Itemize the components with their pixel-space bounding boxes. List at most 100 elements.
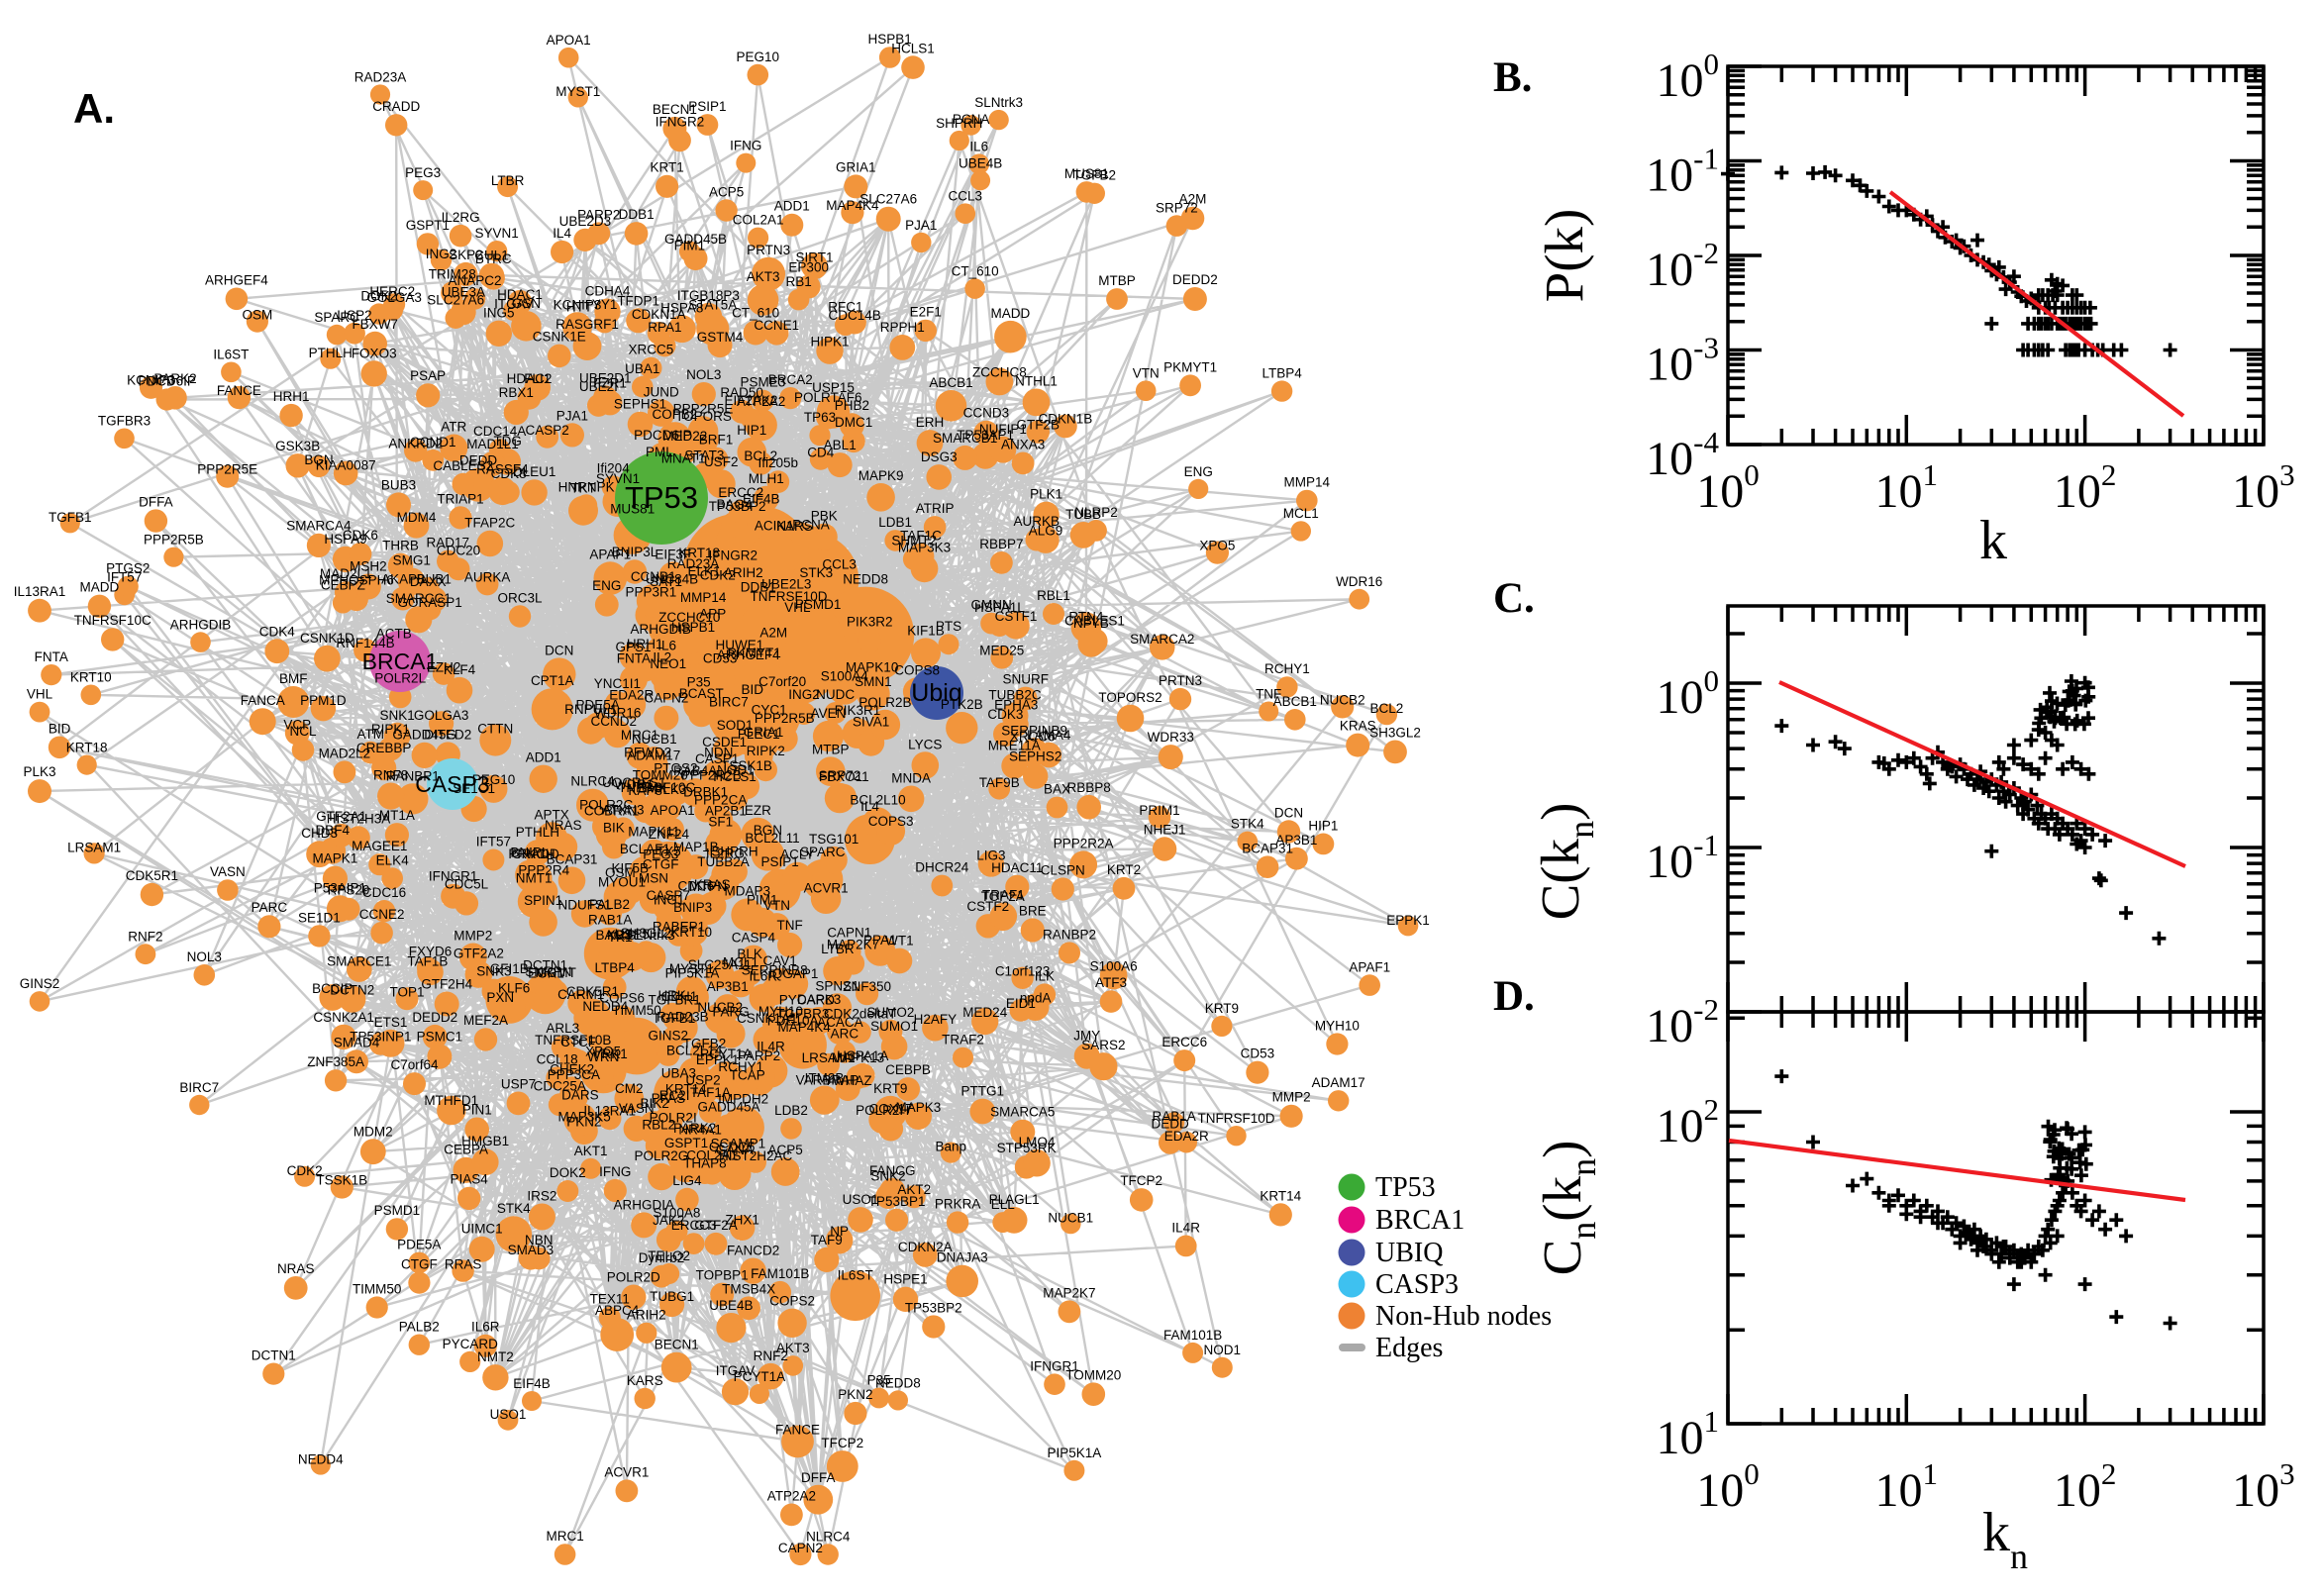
svg-text:A2M: A2M: [1179, 192, 1207, 207]
svg-text:ABCB1: ABCB1: [1273, 694, 1317, 709]
svg-text:CCNE1: CCNE1: [754, 318, 799, 333]
svg-text:VRK1: VRK1: [593, 1047, 628, 1061]
svg-text:RABEP1: RABEP1: [653, 920, 705, 935]
svg-text:AKT1: AKT1: [574, 1144, 608, 1158]
svg-text:MDM2: MDM2: [354, 1124, 393, 1139]
svg-text:DOK2: DOK2: [360, 288, 397, 303]
svg-text:POLR2H: POLR2H: [856, 1103, 909, 1118]
svg-text:JMY: JMY: [1073, 1029, 1100, 1044]
svg-text:ADAM17: ADAM17: [1312, 1075, 1365, 1090]
svg-text:PARC: PARC: [252, 900, 288, 915]
svg-text:SMARCC1: SMARCC1: [386, 591, 452, 606]
svg-text:CYC1: CYC1: [752, 702, 787, 717]
svg-text:CASP4: CASP4: [732, 931, 776, 946]
svg-text:BGN: BGN: [304, 452, 333, 467]
svg-text:LRSAM1: LRSAM1: [802, 1050, 856, 1065]
svg-text:MAPK13: MAPK13: [832, 1050, 884, 1065]
svg-text:BID: BID: [742, 682, 764, 697]
svg-text:ATR: ATR: [441, 420, 466, 435]
svg-text:CSNK1E: CSNK1E: [533, 330, 586, 345]
svg-text:P35: P35: [867, 1373, 891, 1388]
svg-text:BRE: BRE: [1019, 903, 1047, 918]
svg-text:CPT1A: CPT1A: [531, 673, 574, 688]
svg-text:UBA1: UBA1: [625, 361, 659, 376]
svg-text:ACIN1: ACIN1: [755, 518, 794, 533]
svg-text:DFFA: DFFA: [801, 1470, 836, 1485]
svg-text:TELO2: TELO2: [648, 1248, 690, 1263]
svg-text:ENG: ENG: [1184, 464, 1213, 479]
svg-text:MPHOSPH6: MPHOSPH6: [319, 572, 394, 587]
svg-text:CASP2: CASP2: [526, 423, 569, 438]
svg-text:CCL3: CCL3: [822, 556, 857, 571]
svg-text:SPARC: SPARC: [800, 845, 846, 859]
svg-text:DCTN1: DCTN1: [523, 958, 567, 973]
svg-text:SHPRH: SHPRH: [936, 116, 982, 131]
svg-text:PTGS2: PTGS2: [106, 561, 150, 576]
svg-text:UNC84B: UNC84B: [646, 572, 698, 587]
svg-text:PTS: PTS: [936, 619, 961, 634]
svg-text:CAPN2: CAPN2: [778, 1541, 823, 1555]
svg-text:DDB1: DDB1: [741, 580, 776, 595]
svg-text:ARL3: ARL3: [546, 1021, 579, 1036]
svg-text:TNFRSF10B: TNFRSF10B: [535, 1033, 611, 1047]
svg-text:YNC1I1: YNC1I1: [594, 676, 641, 691]
svg-text:PLK3: PLK3: [23, 764, 55, 779]
svg-text:CSTF2: CSTF2: [966, 899, 1009, 914]
svg-text:PIM1: PIM1: [674, 238, 706, 252]
svg-text:STK4: STK4: [1231, 817, 1264, 832]
svg-text:LTBP4: LTBP4: [595, 960, 636, 975]
svg-text:GTF2A1: GTF2A1: [316, 809, 366, 824]
svg-text:SIVA1: SIVA1: [853, 715, 889, 730]
svg-text:CTCF: CTCF: [560, 1035, 596, 1049]
svg-text:EDA2R: EDA2R: [609, 687, 654, 702]
svg-text:SYVN1: SYVN1: [596, 471, 640, 486]
svg-text:CDK5R1: CDK5R1: [126, 868, 178, 883]
svg-text:DSG3: DSG3: [921, 449, 958, 464]
svg-text:BIRC7: BIRC7: [709, 695, 749, 710]
svg-text:BCL2: BCL2: [1370, 701, 1404, 716]
svg-text:POLR2G: POLR2G: [635, 1148, 689, 1163]
svg-text:UBE3A: UBE3A: [442, 285, 485, 300]
svg-text:IFNGR1: IFNGR1: [1030, 1358, 1079, 1373]
svg-text:NUCB1: NUCB1: [632, 732, 677, 747]
svg-text:ITGB18P3: ITGB18P3: [677, 288, 740, 303]
svg-text:CM2: CM2: [615, 1081, 644, 1096]
svg-text:MRC1: MRC1: [621, 728, 658, 743]
svg-text:TGFBR3: TGFBR3: [98, 414, 151, 429]
svg-text:APP: APP: [699, 607, 726, 622]
svg-text:TRAF2: TRAF2: [942, 1033, 984, 1047]
svg-text:KARS: KARS: [627, 1373, 663, 1388]
svg-text:SYVN1: SYVN1: [475, 226, 519, 241]
svg-text:POLR2B: POLR2B: [858, 695, 911, 710]
svg-text:WDR33: WDR33: [1148, 730, 1194, 745]
svg-text:101: 101: [1875, 1456, 1939, 1517]
svg-text:RASSF4: RASSF4: [476, 462, 529, 477]
svg-text:S100A4: S100A4: [821, 669, 869, 684]
svg-text:CEBPZ: CEBPZ: [321, 578, 365, 593]
svg-text:LMO4: LMO4: [1019, 1135, 1056, 1149]
svg-text:npdA: npdA: [1020, 990, 1052, 1005]
svg-text:COPS6: COPS6: [599, 990, 645, 1005]
svg-text:SERPINB9: SERPINB9: [1001, 723, 1067, 738]
svg-text:TOPORS: TOPORS: [675, 409, 732, 424]
svg-text:ARHGDIB: ARHGDIB: [170, 617, 232, 632]
svg-text:RANBP1: RANBP1: [386, 768, 440, 783]
svg-text:PSMC1: PSMC1: [417, 1030, 463, 1045]
svg-text:RBBP8: RBBP8: [1067, 780, 1111, 795]
svg-text:ELK4: ELK4: [376, 852, 410, 867]
svg-text:10-2: 10-2: [1646, 992, 1719, 1052]
svg-text:DARS: DARS: [561, 1088, 599, 1103]
svg-text:BRF1: BRF1: [699, 433, 734, 448]
svg-text:TSG101: TSG101: [809, 832, 858, 847]
svg-text:BCLAF1: BCLAF1: [620, 842, 670, 856]
svg-text:TFCP2: TFCP2: [821, 1436, 863, 1450]
svg-text:DLEU1: DLEU1: [513, 464, 556, 479]
svg-text:RASGRF1: RASGRF1: [556, 317, 619, 332]
svg-text:APTX: APTX: [534, 807, 568, 822]
svg-text:MT1A: MT1A: [379, 808, 415, 823]
svg-text:BCL2L14: BCL2L14: [666, 1044, 723, 1058]
svg-text:SNRPN: SNRPN: [525, 964, 571, 979]
svg-text:IFT57: IFT57: [107, 569, 142, 584]
svg-text:PDE5A: PDE5A: [576, 698, 620, 713]
svg-text:HIP1: HIP1: [1308, 819, 1338, 834]
